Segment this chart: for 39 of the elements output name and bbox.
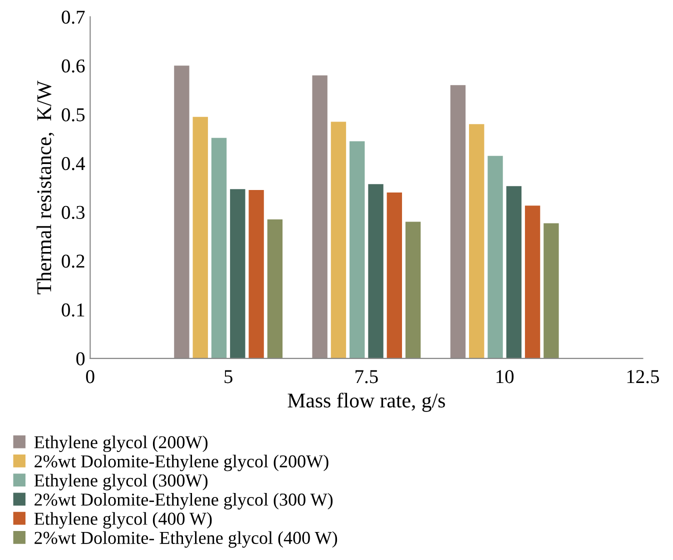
bar: [450, 85, 466, 358]
y-tick-label: 0.1: [62, 303, 84, 317]
legend-label: 2%wt Dolomite- Ethylene glycol (400 W): [34, 531, 338, 548]
x-tick-label: 10: [496, 370, 514, 384]
bar: [350, 141, 365, 358]
y-tick-label: 0: [76, 352, 85, 366]
bar: [506, 186, 522, 358]
bar: [330, 122, 346, 358]
y-tick-label: 0.4: [62, 157, 86, 170]
bar: [368, 184, 384, 358]
legend-label: Ethylene glycol (300W): [34, 474, 208, 490]
x-tick-label: 5: [224, 370, 232, 384]
legend-label: Ethylene glycol (200W): [34, 436, 208, 452]
bar: [524, 206, 540, 358]
bar: [248, 190, 264, 358]
y-axis-title: Thermal resistance, K/W: [36, 80, 54, 294]
y-tick-label: 0.5: [62, 108, 85, 122]
bar: [211, 138, 227, 358]
legend-label: 2%wt Dolomite-Ethylene glycol (200W): [34, 454, 328, 472]
bar: [192, 116, 208, 358]
y-tick-label: 0.7: [62, 10, 85, 24]
legend-label: Ethylene glycol (400 W): [34, 512, 212, 529]
bar: [267, 219, 283, 358]
bar: [405, 222, 421, 358]
y-tick-label: 0.6: [62, 59, 85, 73]
x-tick-label: 12.5: [627, 370, 659, 384]
x-axis-title: Mass flow rate, g/s: [288, 392, 445, 412]
bar: [386, 192, 402, 358]
y-tick-label: 0.3: [62, 206, 85, 220]
y-tick-label: 0.2: [62, 254, 84, 268]
bar: [312, 75, 328, 358]
bar: [544, 223, 559, 358]
bar: [488, 156, 503, 358]
bar: [469, 124, 484, 358]
legend-label: 2%wt Dolomite-Ethylene glycol (300 W): [34, 493, 333, 510]
bar: [230, 189, 246, 358]
x-tick-label: 7.5: [356, 370, 378, 384]
bar: [174, 66, 190, 358]
x-tick-label: 0: [86, 370, 94, 384]
